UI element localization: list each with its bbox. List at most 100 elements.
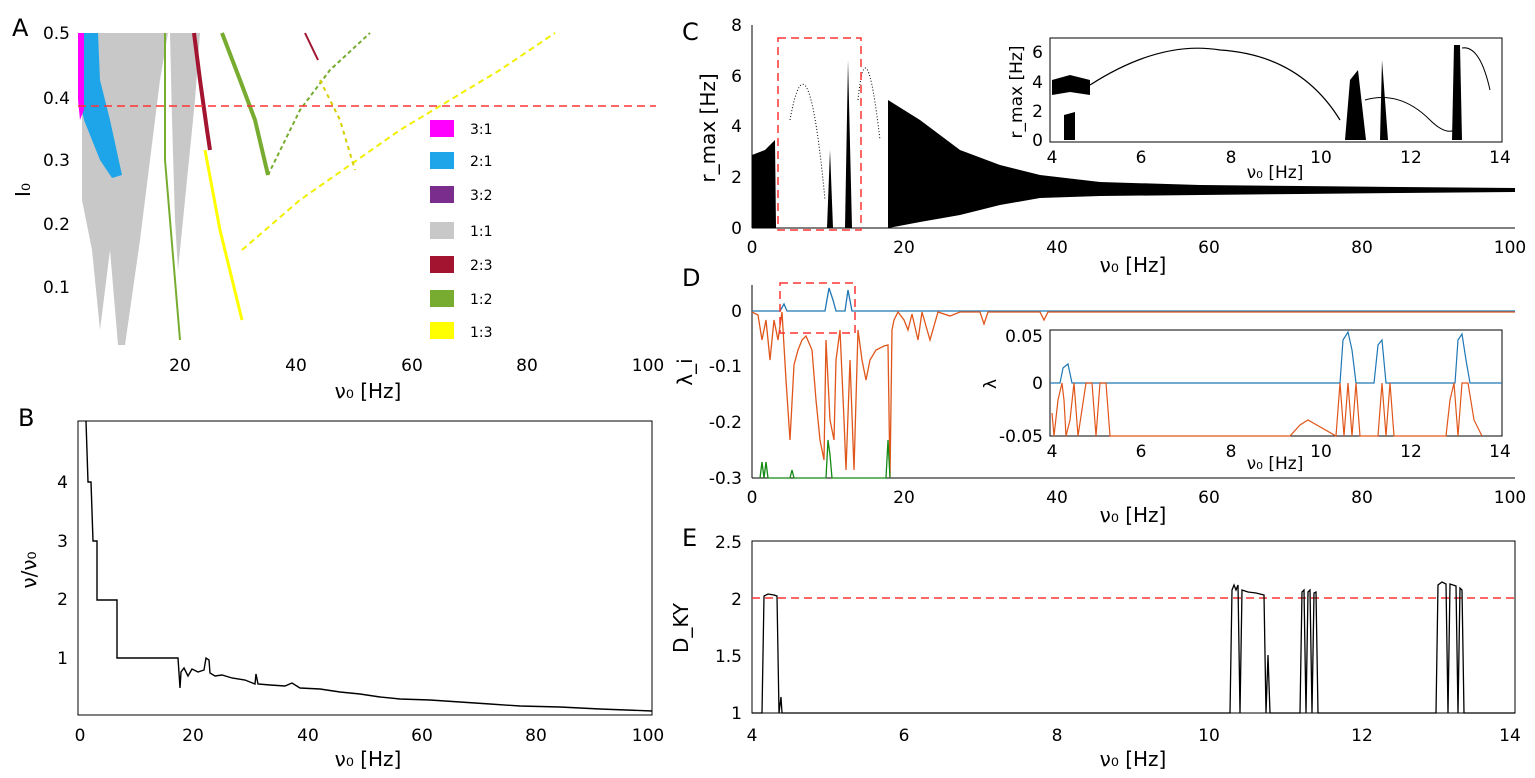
b-xtick-0: 0	[75, 726, 86, 746]
e-xtick-10: 10	[1198, 726, 1220, 746]
b-xtick-80: 80	[525, 726, 547, 746]
panel-d-letter: D	[682, 264, 700, 292]
region-1-3	[203, 149, 244, 321]
region-2-3	[192, 32, 212, 151]
region-1-2-right	[267, 32, 371, 176]
e-xtick-6: 6	[899, 726, 910, 746]
c-ytick-6: 6	[731, 67, 742, 87]
inset-c-cloud-3	[1345, 70, 1366, 140]
b-xtick-100: 100	[632, 726, 664, 746]
c-xtick-100: 100	[1494, 238, 1526, 258]
panel-e-xticks: 4 6 8 10 12 14	[747, 726, 1521, 746]
e-xtick-14: 14	[1499, 726, 1521, 746]
panel-e-letter: E	[682, 524, 697, 552]
panel-b-xticks: 0 20 40 60 80 100	[75, 726, 665, 746]
panel-b-ylabel: ν/ν₀	[17, 551, 41, 588]
panel-a-legend: 3:1 2:1 3:2 1:1 2:3 1:2 1:3	[430, 120, 493, 341]
e-ytick-2.5: 2.5	[715, 533, 742, 553]
ci-ytick-2: 2	[1032, 102, 1043, 122]
panel-b: B 1 2 3 4 0 20 40 60 80 100 ν₀ [Hz] ν/ν₀	[17, 404, 664, 771]
lyap-series-2	[751, 310, 1515, 479]
inset-c-xlabel: ν₀ [Hz]	[1247, 163, 1304, 183]
region-1-3-right	[241, 32, 556, 251]
region-3-1	[78, 33, 84, 120]
ci-ytick-4: 4	[1032, 73, 1043, 93]
panel-c-cloud-main	[888, 100, 1515, 228]
d-xtick-100: 100	[1494, 488, 1526, 508]
legend-swatch-3-2	[430, 186, 454, 203]
a-xtick-20: 20	[169, 356, 191, 376]
ci-xtick-6: 6	[1136, 148, 1147, 168]
c-ytick-2: 2	[731, 168, 742, 188]
a-ytick-0.1: 0.1	[43, 278, 70, 298]
e-ytick-2: 2	[731, 590, 742, 610]
region-2-3-top	[304, 32, 319, 61]
region-1-2-left	[164, 33, 181, 341]
panel-c-ylabel: r_max [Hz]	[696, 73, 720, 182]
panel-e-dky-line	[752, 581, 1515, 714]
panel-a-plot-area	[78, 32, 656, 345]
panel-c-cloud-mid	[827, 150, 833, 228]
d-ytick-0: 0	[731, 302, 742, 322]
panel-d-xlabel: ν₀ [Hz]	[1100, 503, 1167, 527]
inset-c-cloud-4	[1380, 60, 1388, 140]
legend-swatch-1-3	[430, 322, 454, 339]
inset-d-yticks: 0.05 0 -0.05	[999, 327, 1043, 447]
di-xtick-10: 10	[1310, 442, 1332, 462]
di-xtick-14: 14	[1489, 442, 1511, 462]
b-ytick-4: 4	[57, 473, 68, 493]
e-xtick-12: 12	[1351, 726, 1373, 746]
panel-b-xlabel: ν₀ [Hz]	[335, 747, 402, 771]
panel-d-inset: 0.05 0 -0.05 4 6 8 10 12 14 ν₀ [Hz] λ	[981, 327, 1511, 474]
b-xtick-20: 20	[182, 726, 204, 746]
di-xtick-12: 12	[1400, 442, 1422, 462]
panel-a: A 0.5 0.4 0.3 0.2	[11, 14, 664, 403]
panel-a-yticks: 0.5 0.4 0.3 0.2 0.1	[43, 24, 70, 298]
ci-xtick-12: 12	[1400, 148, 1422, 168]
a-ytick-0.2: 0.2	[43, 215, 70, 235]
ci-xtick-14: 14	[1489, 148, 1511, 168]
c-ytick-0: 0	[731, 219, 742, 239]
inset-c-cloud-5	[1452, 45, 1462, 140]
panel-c-inset-box	[1049, 37, 1503, 143]
legend-swatch-3-1	[430, 120, 454, 137]
b-ytick-2: 2	[57, 590, 68, 610]
panel-c-zoom-box	[777, 37, 862, 231]
region-1-2	[220, 32, 270, 176]
panel-c-xticks: 0 20 40 60 80 100	[747, 238, 1527, 258]
ci-ytick-6: 6	[1032, 43, 1043, 63]
di-xtick-8: 8	[1226, 442, 1237, 462]
d-xtick-80: 80	[1351, 488, 1373, 508]
a-ytick-0.3: 0.3	[43, 151, 70, 171]
e-xtick-8: 8	[1052, 726, 1063, 746]
inset-c-yticks: 0 2 4 6	[1032, 43, 1043, 151]
legend-swatch-2-1	[430, 152, 454, 169]
ci-xtick-4: 4	[1047, 148, 1058, 168]
panel-c-xlabel: ν₀ [Hz]	[1100, 253, 1167, 277]
panel-a-ylabel: I₀	[11, 183, 35, 197]
c-xtick-80: 80	[1351, 238, 1373, 258]
a-ytick-0.4: 0.4	[43, 89, 70, 109]
panel-c-bifurcation-cloud	[752, 140, 776, 228]
legend-label-1-3: 1:3	[470, 325, 493, 341]
panel-a-xlabel: ν₀ [Hz]	[335, 379, 402, 403]
region-1-1-right	[170, 33, 200, 270]
di-ytick-m0.05: -0.05	[999, 427, 1043, 447]
b-xtick-40: 40	[297, 726, 319, 746]
di-xtick-6: 6	[1136, 442, 1147, 462]
d-ytick-m0.1: -0.1	[709, 357, 742, 377]
d-ytick-m0.2: -0.2	[709, 413, 742, 433]
e-ytick-1: 1	[731, 704, 742, 724]
a-xtick-40: 40	[285, 356, 307, 376]
inset-d-xlabel: ν₀ [Hz]	[1247, 454, 1304, 474]
inset-d-xticks: 4 6 8 10 12 14	[1047, 442, 1511, 462]
legend-swatch-2-3	[430, 256, 454, 273]
a-xtick-80: 80	[516, 356, 538, 376]
panel-c-yticks: 0 2 4 6 8	[731, 16, 742, 239]
c-xtick-60: 60	[1198, 238, 1220, 258]
di-ytick-0: 0	[1032, 374, 1043, 394]
c-xtick-0: 0	[747, 238, 758, 258]
panel-e-ylabel: D_KY	[669, 602, 693, 653]
legend-swatch-1-1	[430, 222, 454, 239]
panel-b-axes-box	[77, 420, 653, 716]
